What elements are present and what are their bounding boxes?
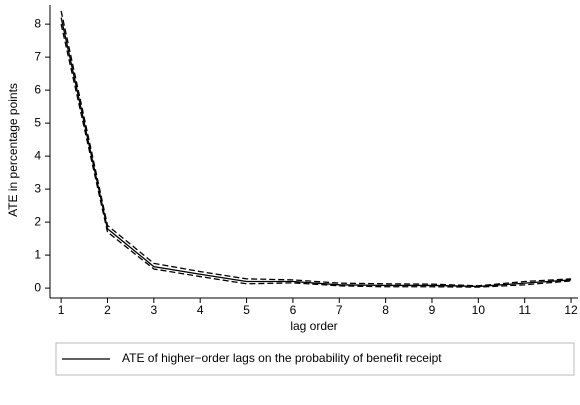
y-tick-label: 7: [34, 49, 41, 63]
y-tick-label: 6: [34, 82, 41, 96]
y-tick-label: 2: [34, 214, 41, 228]
x-tick-label: 6: [290, 303, 297, 317]
legend-label: ATE of higher−order lags on the probabil…: [122, 351, 442, 365]
y-tick-label: 4: [34, 148, 41, 162]
x-tick-label: 5: [243, 303, 250, 317]
x-tick-label: 3: [150, 303, 157, 317]
y-tick-label: 0: [34, 280, 41, 294]
y-tick-label: 5: [34, 115, 41, 129]
y-tick-label: 3: [34, 181, 41, 195]
x-tick-label: 9: [429, 303, 436, 317]
ci-line: [60, 10, 572, 287]
x-tick-label: 4: [197, 303, 204, 317]
line: [60, 17, 572, 288]
x-tick-label: 1: [58, 303, 65, 317]
x-tick-label: 2: [104, 303, 111, 317]
x-tick-label: 11: [518, 303, 531, 317]
x-tick-label: 12: [564, 303, 578, 317]
ci-line: [60, 23, 572, 288]
y-axis-label: ATE in percentage points: [6, 83, 20, 217]
y-tick-label: 8: [34, 16, 41, 30]
x-tick-label: 7: [336, 303, 343, 317]
y-tick-label: 1: [34, 247, 41, 261]
x-tick-label: 8: [382, 303, 389, 317]
x-tick-label: 10: [472, 303, 486, 317]
x-axis-label: lag order: [290, 319, 337, 333]
legend-box: [55, 342, 575, 376]
